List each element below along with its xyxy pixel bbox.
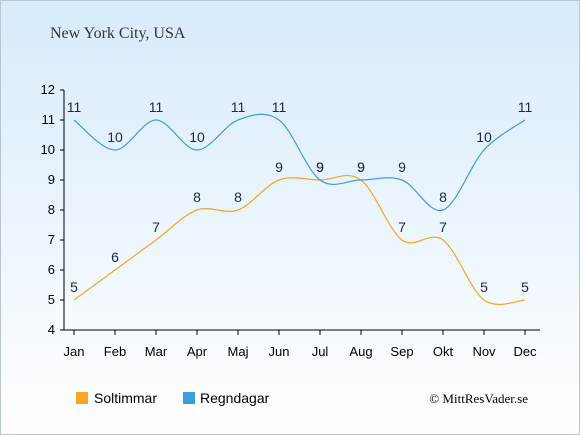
data-label-soltimmar: 8: [193, 189, 201, 205]
x-tick-label: Maj: [228, 344, 249, 359]
x-tick-label: Nov: [472, 344, 496, 359]
x-tick-label: Mar: [145, 344, 168, 359]
data-label-regndagar: 11: [231, 99, 246, 115]
data-label-soltimmar: 7: [398, 219, 406, 235]
x-tick-label: Okt: [433, 344, 454, 359]
data-label-regndagar: 11: [67, 99, 82, 115]
chart-title: New York City, USA: [50, 25, 186, 42]
series-line-regndagar: [73, 113, 526, 211]
data-label-regndagar: 10: [476, 129, 492, 145]
x-tick-label: Sep: [390, 344, 413, 359]
data-label-regndagar: 11: [272, 99, 287, 115]
x-tick-label: Apr: [187, 344, 208, 359]
data-label-regndagar: 10: [107, 129, 123, 145]
y-tick-label: 4: [48, 322, 55, 337]
data-label-soltimmar: 9: [357, 159, 365, 175]
x-tick-label: Feb: [104, 344, 126, 359]
data-label-soltimmar: 5: [480, 279, 488, 295]
data-label-regndagar: 10: [189, 129, 205, 145]
legend-label-regndagar: Regndagar: [200, 390, 270, 406]
data-label-soltimmar: 9: [275, 159, 283, 175]
y-tick-label: 7: [48, 232, 55, 247]
legend-swatch-soltimmar: [76, 392, 88, 404]
data-label-regndagar: 9: [316, 159, 324, 175]
credit-text: © MittResVader.se: [429, 391, 528, 406]
y-tick-label: 12: [41, 82, 55, 97]
y-tick-label: 8: [48, 202, 55, 217]
data-label-regndagar: 11: [518, 99, 533, 115]
data-label-regndagar: 9: [357, 159, 365, 175]
x-tick-label: Dec: [513, 344, 537, 359]
x-tick-label: Jun: [269, 344, 290, 359]
y-tick-label: 5: [48, 292, 55, 307]
data-label-regndagar: 11: [149, 99, 164, 115]
x-tick-label: Jan: [64, 344, 85, 359]
data-label-regndagar: 8: [439, 189, 447, 205]
data-label-soltimmar: 5: [521, 279, 529, 295]
legend-swatch-regndagar: [183, 392, 195, 404]
x-tick-label: Aug: [349, 344, 372, 359]
y-tick-label: 11: [42, 112, 56, 127]
data-label-soltimmar: 8: [234, 189, 242, 205]
x-tick-label: Jul: [312, 344, 329, 359]
data-label-soltimmar: 6: [111, 249, 119, 265]
data-label-regndagar: 9: [398, 159, 406, 175]
data-label-soltimmar: 7: [439, 219, 447, 235]
series-line-soltimmar: [73, 175, 526, 305]
series-layer: [73, 113, 526, 305]
data-label-soltimmar: 9: [316, 159, 324, 175]
y-tick-label: 6: [48, 262, 55, 277]
data-label-soltimmar: 7: [152, 219, 160, 235]
legend-label-soltimmar: Soltimmar: [94, 390, 157, 406]
y-tick-label: 10: [41, 142, 55, 157]
legend: Soltimmar Regndagar: [76, 390, 270, 406]
data-label-soltimmar: 5: [70, 279, 78, 295]
y-tick-label: 9: [48, 172, 55, 187]
